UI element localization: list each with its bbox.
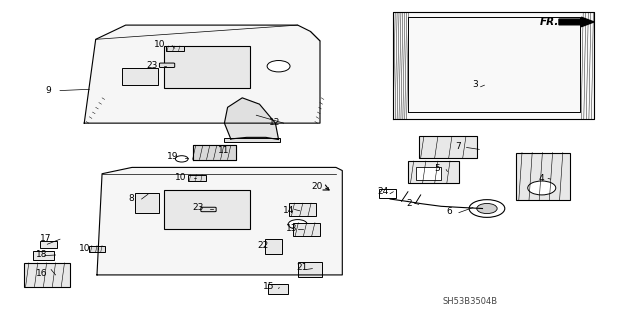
Bar	[40, 241, 58, 248]
Bar	[289, 203, 316, 216]
Text: 15: 15	[262, 282, 274, 291]
Polygon shape	[225, 98, 278, 140]
Bar	[122, 68, 157, 85]
FancyBboxPatch shape	[159, 63, 175, 68]
Text: 13: 13	[286, 224, 298, 233]
Bar	[225, 138, 280, 142]
Text: FR.: FR.	[540, 17, 559, 27]
Circle shape	[175, 156, 188, 162]
Bar	[24, 263, 70, 286]
Text: 17: 17	[40, 234, 51, 243]
Circle shape	[288, 219, 307, 229]
Text: 5: 5	[434, 165, 440, 174]
Text: 10: 10	[79, 243, 91, 253]
Bar	[419, 137, 477, 158]
Text: 23: 23	[193, 203, 204, 212]
Text: 23: 23	[146, 61, 157, 70]
Text: 11: 11	[218, 146, 230, 155]
Bar	[379, 189, 396, 198]
Circle shape	[528, 181, 556, 195]
Bar	[188, 175, 206, 181]
Text: 12: 12	[269, 118, 280, 127]
Bar	[264, 239, 282, 254]
Bar	[166, 46, 184, 51]
Text: 24: 24	[377, 187, 388, 196]
Text: 18: 18	[36, 250, 47, 259]
Bar	[164, 189, 250, 229]
Bar	[293, 223, 320, 236]
Text: 9: 9	[45, 86, 51, 95]
Bar	[298, 262, 322, 277]
Text: 22: 22	[258, 241, 269, 250]
Bar	[135, 193, 159, 213]
Text: SH53B3504B: SH53B3504B	[442, 297, 497, 306]
Text: 3: 3	[472, 80, 478, 89]
Text: 10: 10	[154, 40, 166, 49]
Text: 4: 4	[539, 174, 544, 183]
Polygon shape	[97, 167, 342, 275]
Text: 20: 20	[312, 182, 323, 191]
FancyArrow shape	[559, 17, 594, 27]
Bar	[268, 284, 288, 294]
Polygon shape	[84, 25, 320, 123]
Text: 2: 2	[407, 199, 412, 208]
Text: 21: 21	[296, 263, 307, 272]
Bar	[415, 167, 441, 180]
Bar	[164, 46, 250, 88]
Polygon shape	[394, 12, 594, 119]
Text: 16: 16	[36, 270, 47, 278]
Polygon shape	[193, 145, 236, 160]
Bar	[33, 251, 54, 260]
FancyBboxPatch shape	[201, 207, 216, 212]
Circle shape	[267, 61, 290, 72]
Text: 14: 14	[283, 206, 294, 215]
Circle shape	[477, 204, 497, 214]
Text: 19: 19	[167, 152, 179, 161]
Text: 6: 6	[447, 207, 452, 216]
Bar	[516, 152, 570, 200]
Text: 7: 7	[456, 142, 461, 151]
Bar	[408, 161, 459, 183]
Bar	[90, 246, 105, 252]
Circle shape	[469, 200, 505, 217]
Text: 8: 8	[128, 194, 134, 203]
Text: 10: 10	[175, 173, 186, 182]
